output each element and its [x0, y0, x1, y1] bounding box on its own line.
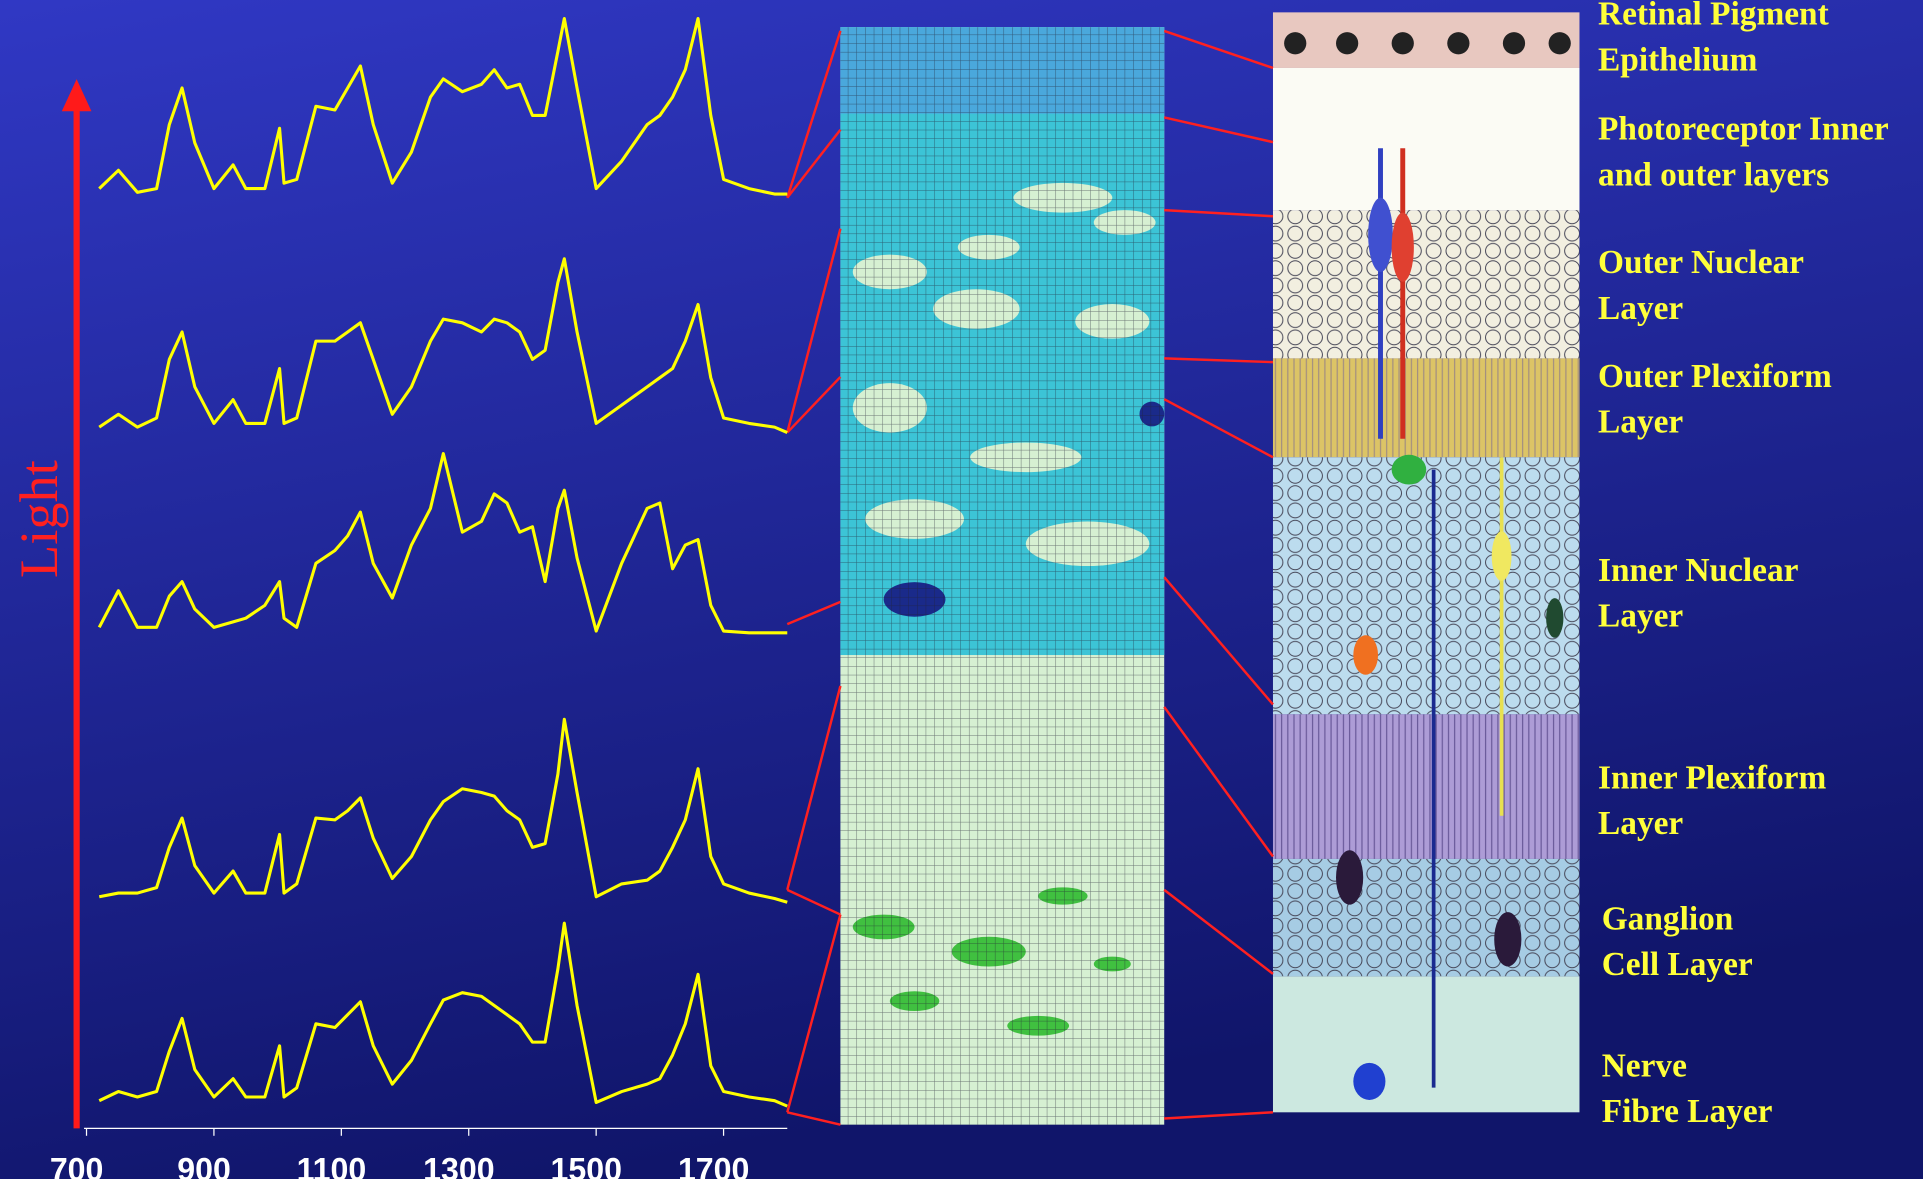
layer-label: Photoreceptor Inner: [1598, 111, 1889, 148]
page: {"chart_data": {"type": "line", "ylabel"…: [0, 0, 1923, 1179]
y-axis-label: Light: [9, 460, 69, 578]
rpe: [1273, 12, 1580, 68]
x-tick-label: 1700: [678, 1151, 749, 1179]
layer-label: Inner Nuclear: [1598, 552, 1799, 589]
layer-label: Layer: [1598, 805, 1683, 842]
layer-label: Outer Nuclear: [1598, 244, 1804, 281]
nfl: [1273, 976, 1580, 1112]
opl-fibres: [1273, 358, 1580, 457]
layer-label: Retinal Pigment: [1598, 0, 1829, 33]
slide: Light 700 900 1100 1300 1500 1700 Retinal Pig…: [0, 0, 1923, 1179]
layer-label: Layer: [1598, 404, 1683, 441]
layer-label: Epithelium: [1598, 41, 1758, 78]
x-tick-label: 900: [177, 1151, 231, 1179]
layer-label: and outer layers: [1598, 156, 1829, 193]
x-tick-label: 1300: [423, 1151, 494, 1179]
layer-label: Inner Plexiform: [1598, 760, 1826, 797]
photoreceptor: [1273, 68, 1580, 210]
layer-label: Layer: [1598, 598, 1683, 635]
retina-illustration: [1273, 12, 1580, 1112]
layer-label: Cell Layer: [1602, 946, 1753, 983]
contour-map: [840, 27, 1164, 1124]
layer-label: Fibre Layer: [1602, 1093, 1773, 1130]
map-grid: [840, 27, 1164, 1124]
layer-label: Ganglion: [1602, 900, 1734, 937]
inl-cells: [1273, 457, 1580, 714]
layer-label: Outer Plexiform: [1598, 358, 1832, 395]
x-tick-label: 700: [50, 1151, 104, 1179]
onl-cells: [1273, 210, 1580, 358]
x-tick-label: 1500: [551, 1151, 622, 1179]
layer-label: Nerve: [1602, 1047, 1687, 1084]
x-tick-label: 1100: [297, 1151, 367, 1179]
layer-label: Layer: [1598, 290, 1683, 327]
gcl-cells: [1273, 859, 1580, 976]
ipl-fibres: [1273, 714, 1580, 859]
